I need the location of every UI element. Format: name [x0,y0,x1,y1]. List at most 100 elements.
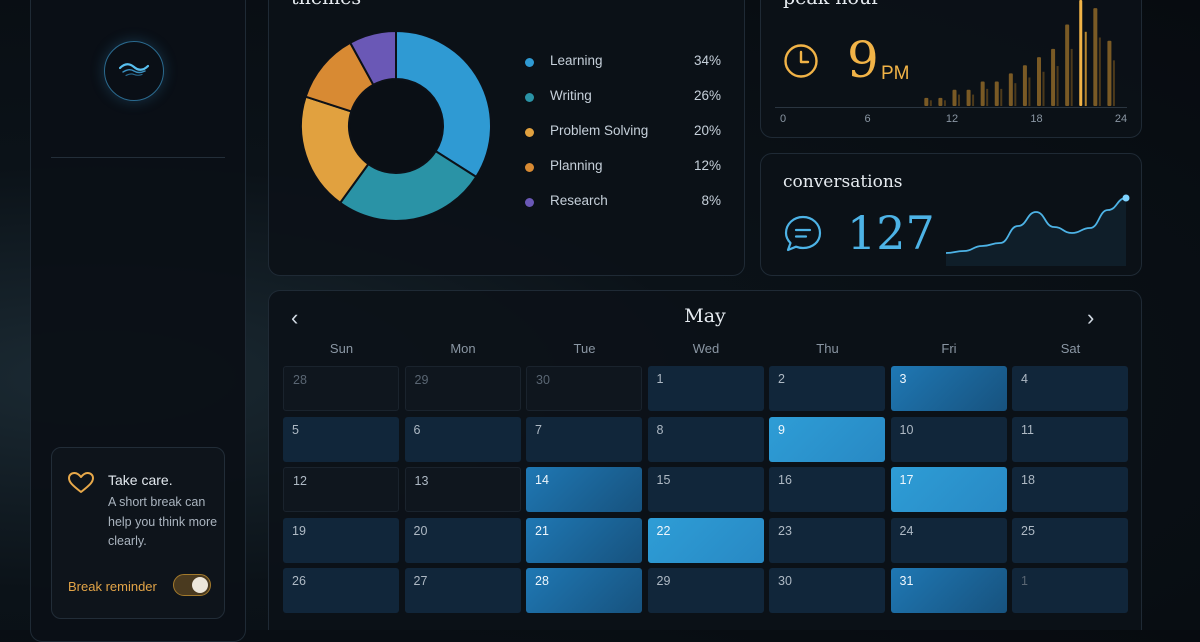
calendar-day[interactable]: 26 [283,568,399,613]
legend-dot [525,163,534,172]
peak-axis-tick: 6 [864,113,871,125]
calendar-day[interactable]: 7 [526,416,642,462]
legend-item[interactable]: Writing 26% [525,88,721,108]
chevron-left-icon[interactable]: ‹ [291,305,299,330]
legend-item[interactable]: Problem Solving 20% [525,123,721,143]
break-reminder-label: Break reminder [68,579,157,594]
calendar-day-number: 26 [292,574,306,588]
calendar-day[interactable]: 9 [769,416,885,462]
conversations-count: 127 [847,206,935,260]
calendar-day[interactable]: 30 [769,568,885,613]
legend-label: Learning [550,53,603,68]
legend-value: 26% [693,88,721,103]
calendar-day[interactable]: 30 [526,366,642,411]
peak-bar [1042,71,1045,106]
legend-item[interactable]: Planning 12% [525,158,721,178]
legend-label: Problem Solving [550,123,649,138]
calendar-day[interactable]: 3 [890,366,1007,411]
peak-bar [1112,60,1115,106]
calendar-day[interactable]: 22 [647,517,764,563]
calendar-day[interactable]: 28 [526,568,642,613]
legend-item[interactable]: Learning 34% [525,53,721,73]
break-reminder-toggle[interactable] [173,574,211,596]
calendar-day[interactable]: 18 [1012,467,1128,512]
sidebar: Take care. A short break can help you th… [30,0,246,642]
calendar-day[interactable]: 2 [769,366,885,411]
peak-bar [980,81,985,106]
peak-bar [1093,8,1098,106]
calendar-day[interactable]: 25 [1012,517,1128,563]
calendar-day-number: 23 [778,523,792,538]
calendar-day-number: 28 [535,574,549,588]
donut-slice-learning[interactable] [395,29,492,179]
legend-value: 20% [693,123,721,138]
calendar-day[interactable]: 29 [404,366,521,411]
calendar-day[interactable]: 11 [1012,416,1128,462]
chevron-right-icon[interactable]: › [1087,305,1095,330]
peak-bar [1008,73,1013,106]
peak-bar [1037,57,1041,106]
weekday-label: Sat [1060,341,1081,356]
peak-axis-tick: 18 [1030,113,1043,125]
calendar-day-number: 13 [414,474,429,488]
peak-bar [1065,24,1070,106]
calendar-day-number: 15 [656,473,671,487]
weekday-label: Sun [329,341,354,356]
legend-item[interactable]: Research 8% [525,193,721,213]
calendar-day[interactable]: 29 [647,568,764,613]
peak-axis-tick: 12 [945,113,959,125]
calendar-month: May [684,305,726,327]
calendar-day-number: 19 [292,523,306,538]
calendar-day-number: 6 [413,422,421,437]
care-title: Take care. [108,472,173,488]
calendar-day[interactable]: 8 [647,416,764,462]
calendar-day[interactable]: 6 [404,416,521,462]
peak-bar [1028,77,1031,106]
peak-hour-title: peak hour [783,0,880,9]
themes-donut-chart [300,29,492,222]
calendar-day-number: 28 [293,373,307,387]
calendar-day-number: 14 [535,473,549,487]
calendar-day[interactable]: 20 [404,517,521,563]
legend-value: 34% [693,53,721,68]
calendar-day[interactable]: 21 [526,517,642,563]
peak-bar [1084,31,1087,106]
calendar-day[interactable]: 31 [890,568,1007,613]
weekday-label: Fri [941,341,957,356]
calendar-day[interactable]: 10 [890,416,1007,462]
calendar-day[interactable]: 15 [647,467,764,512]
calendar-day[interactable]: 13 [404,467,521,512]
legend-dot [525,128,534,137]
calendar-day[interactable]: 19 [283,517,399,563]
donut-slice-research[interactable] [348,29,397,87]
calendar-day[interactable]: 1 [1012,568,1128,613]
calendar-day-number: 24 [899,523,914,538]
donut-slice-writing[interactable] [338,149,478,222]
peak-axis-tick: 0 [779,113,787,125]
calendar-day[interactable]: 28 [283,366,399,411]
calendar-day[interactable]: 4 [1012,366,1128,411]
calendar-day[interactable]: 27 [404,568,521,613]
calendar-day[interactable]: 24 [890,517,1007,563]
calendar-day-number: 25 [1021,523,1035,538]
calendar-day[interactable]: 14 [526,467,642,512]
calendar-day[interactable]: 1 [647,366,764,411]
calendar-day-number: 5 [292,422,299,437]
peak-bar [952,89,957,106]
peak-bar [1051,48,1056,106]
calendar-day[interactable]: 17 [890,467,1007,512]
legend-value: 8% [701,193,721,208]
calendar-day-number: 12 [293,474,307,488]
legend-dot [525,198,534,207]
calendar-day-number: 11 [1021,422,1034,437]
calendar-day[interactable]: 16 [769,467,885,512]
peak-bar [1022,65,1027,106]
calendar-day[interactable]: 12 [283,467,399,512]
peak-bar [966,89,971,106]
peak-bar [938,97,943,106]
calendar-day[interactable]: 5 [283,416,399,462]
weekday-label: Tue [573,341,596,356]
legend-label: Research [550,193,608,208]
wave-logo-icon[interactable] [104,41,164,101]
calendar-day[interactable]: 23 [769,517,885,563]
